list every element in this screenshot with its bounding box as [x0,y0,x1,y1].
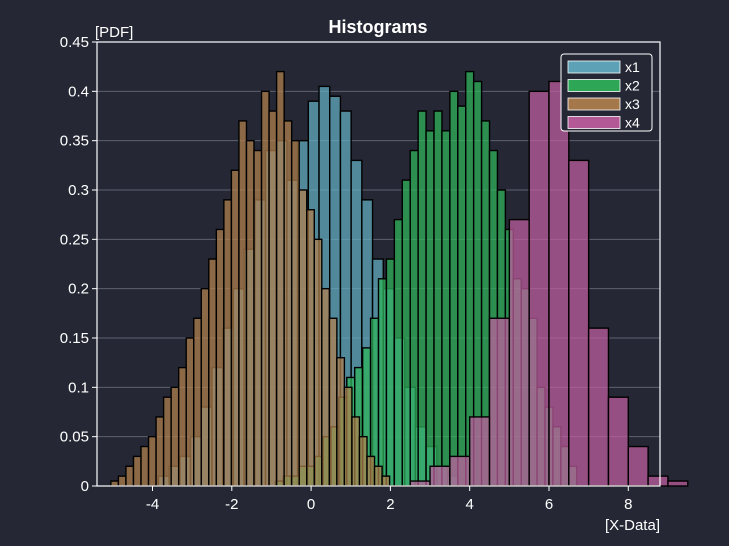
histogram-bar [409,149,419,487]
legend: x1 x2 x3 x4 [560,53,653,132]
histogram-bar [393,218,403,487]
histogram-bar [457,105,467,487]
x-tick-label: 6 [545,496,553,513]
legend-label: x1 [625,59,640,75]
histogram-bar [343,386,353,487]
histogram-bar [306,209,315,487]
histogram-bar [417,110,427,487]
legend-swatch [567,79,621,92]
x-axis-label: [X-Data] [605,517,660,534]
histogram-bar [110,480,120,487]
histogram-bar [290,139,300,487]
histogram-bar [548,80,570,487]
x-tick-label: 8 [624,496,632,513]
histogram-bar [381,475,391,487]
legend-swatch [567,60,621,74]
histogram-bar [162,396,172,487]
histogram-bar [366,455,376,487]
histogram-bar [253,149,263,487]
histogram-bar [230,169,240,487]
histogram-bar [147,435,157,487]
histogram-bar [587,327,610,487]
x-tick-label: 4 [466,496,474,513]
histogram-bar [200,287,210,487]
histogram-bar [377,278,388,487]
legend-swatch [567,97,621,111]
y-tick-label: 0.1 [68,379,89,396]
histogram-bar [215,228,225,487]
histogram-bar [336,357,346,487]
histogram-bar [238,120,248,487]
y-tick-label: 0.25 [60,231,89,248]
histogram-bar [373,465,383,487]
axis-ticks: 0 0.05 0.1 0.15 0.2 0.25 0.3 0.35 0.4 0.45 -4 -2 0 2 4… [60,34,633,513]
histogram-bar [275,70,285,487]
histogram-bar [125,465,135,487]
histogram-bar [358,435,368,487]
x-tick-label: -2 [225,496,238,513]
histogram-bar [117,475,127,487]
histogram-bar [385,258,396,487]
histogram-bar [449,90,459,487]
histogram-bar [245,139,255,487]
x-tick-label: -4 [146,496,159,513]
y-tick-label: 0.15 [60,330,89,347]
y-tick-label: 0.35 [60,133,89,150]
histogram-bar [185,337,195,487]
histogram-bar [208,258,218,487]
chart-title: Histograms [328,17,427,37]
histogram-bar [627,445,649,487]
histogram-bar [260,90,270,487]
histogram-bar [132,455,142,487]
histogram-bar [468,416,491,487]
histogram-bar [298,189,308,487]
histogram-bar [429,465,451,487]
x-tick-label: 0 [307,496,315,513]
y-tick-label: 0.3 [68,182,89,199]
histogram-bar [449,455,471,487]
histogram-bar [193,317,202,487]
legend-label: x2 [625,78,640,94]
histogram-bar [313,238,323,487]
histogram-bar [177,366,187,487]
histogram-bar [441,130,451,487]
histogram-bar [508,218,530,487]
plot-frame [96,41,661,487]
y-tick-label: 0.4 [68,83,89,100]
y-axis-label: [PDF] [95,24,133,41]
legend-swatch [567,116,621,129]
histogram-bar [223,199,233,487]
series-x4 [409,80,689,487]
histogram-bar [647,475,669,487]
histogram-bar [568,159,590,487]
y-tick-label: 0 [81,478,89,495]
y-tick-label: 0.05 [60,429,89,446]
histogram-bar [433,110,443,487]
histogram-bar [155,416,165,487]
histogram-bar [401,179,411,487]
histogram-bar [528,90,550,487]
histogram-bar [667,480,689,487]
y-tick-label: 0.45 [60,34,89,51]
histogram-bar [268,110,278,487]
histogram-bar [409,480,431,487]
histogram-bar [351,416,361,487]
histogram-bar [283,120,293,487]
histogram-bar [607,396,629,487]
x-tick-label: 2 [386,496,394,513]
histogram-bar [321,287,331,487]
legend-label: x3 [625,96,640,112]
histogram-bar [425,130,435,487]
legend-label: x4 [625,115,640,131]
histogram-bar [140,445,150,487]
histogram-bar [488,317,511,487]
histogram-bar [170,386,180,487]
y-tick-label: 0.2 [68,281,89,298]
histogram-bar [328,317,338,487]
